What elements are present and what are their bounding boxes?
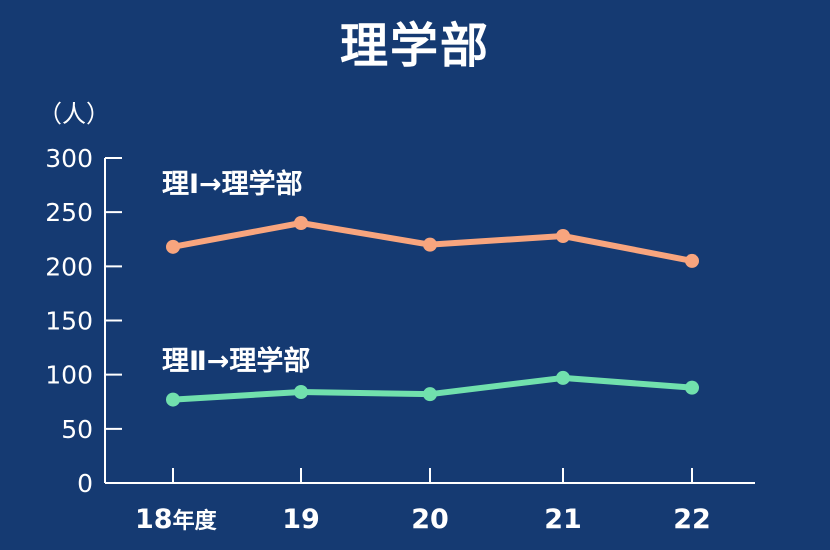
x-tick-label: 19: [282, 504, 320, 535]
series-label: 理Ⅰ→理学部: [162, 168, 303, 200]
data-point: [556, 229, 570, 243]
y-tick-label: 250: [45, 198, 93, 227]
data-point: [556, 370, 570, 385]
x-tick-label: 20: [411, 504, 449, 535]
y-tick-label: 0: [77, 469, 93, 498]
x-tick-label: 18年度: [135, 504, 218, 535]
x-tick-label: 22: [673, 504, 711, 535]
y-tick-label: 100: [45, 361, 93, 390]
data-point: [166, 392, 180, 407]
data-point: [166, 239, 180, 254]
data-point: [294, 216, 308, 230]
y-tick-label: 200: [45, 252, 93, 281]
data-point: [423, 387, 437, 402]
data-point: [294, 385, 308, 399]
data-point: [685, 253, 699, 268]
x-tick-label: 21: [544, 504, 582, 535]
y-tick-label: 50: [61, 415, 93, 444]
series-label: 理Ⅱ→理学部: [162, 345, 310, 377]
data-point: [423, 237, 437, 252]
chart-title: 理学部: [339, 18, 490, 74]
axes: 0 50 100 150 200 250 300 （人） 18年度 19 20 21 22: [38, 100, 755, 535]
y-axis-unit-label: （人）: [38, 100, 110, 128]
series-layer: [166, 216, 699, 407]
y-tick-label: 300: [45, 144, 93, 173]
data-point: [685, 380, 699, 395]
x-tick-suffix: 年度: [173, 508, 218, 534]
y-tick-label: 150: [45, 307, 93, 336]
